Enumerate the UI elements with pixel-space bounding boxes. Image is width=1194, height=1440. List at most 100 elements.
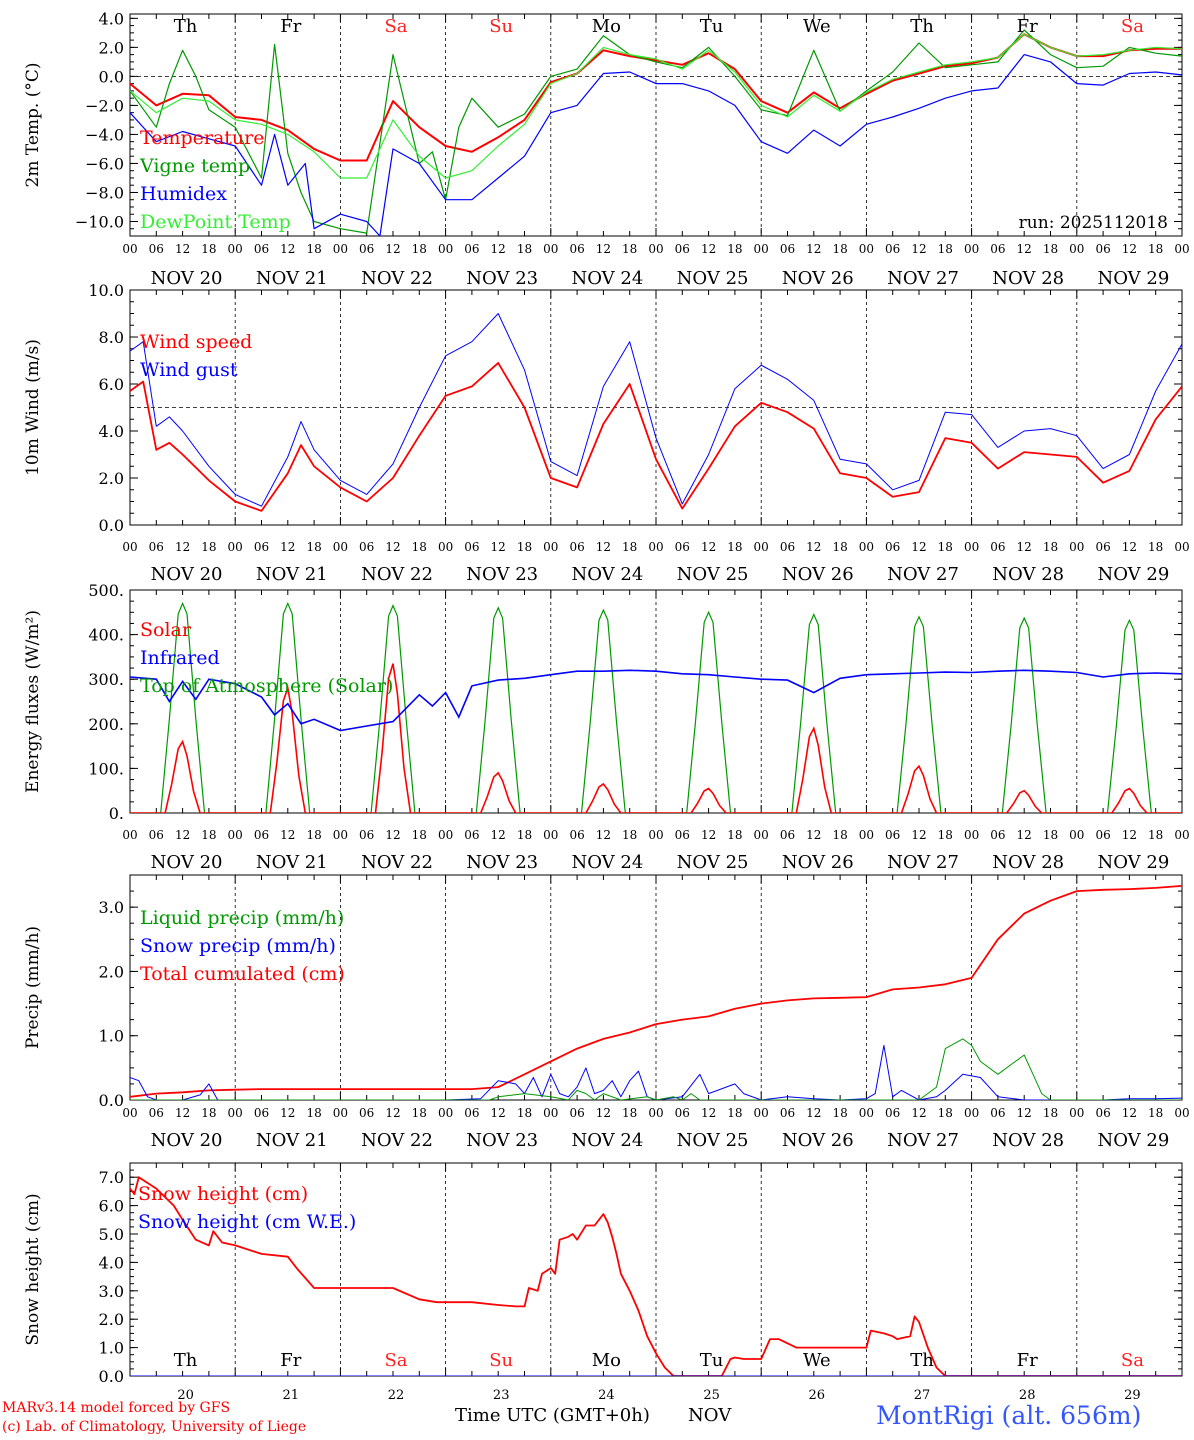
hour-tick-label: 18 [412, 828, 427, 842]
hour-tick-label: 18 [622, 828, 637, 842]
y-tick-label: 2.0 [99, 962, 124, 981]
legend-entry: Solar [140, 619, 192, 641]
date-label: NOV 27 [887, 1130, 959, 1151]
hour-tick-label: 00 [1069, 540, 1084, 554]
series-group [130, 885, 1182, 1100]
station-title: MontRigi (alt. 656m) [876, 1401, 1142, 1430]
hour-tick-label: 00 [859, 540, 874, 554]
hour-tick-label: 18 [938, 828, 953, 842]
day-number-label: 28 [1019, 1388, 1036, 1403]
y-tick-label: 0.0 [99, 1091, 124, 1110]
day-number-label: 29 [1124, 1388, 1141, 1403]
y-tick-label: 4.0 [99, 9, 124, 28]
hour-tick-label: 18 [622, 1106, 637, 1120]
day-name-label: Th [174, 1350, 198, 1371]
date-label: NOV 26 [782, 268, 854, 289]
y-tick-label: −8.0 [85, 183, 124, 202]
hour-tick-label: 06 [1095, 242, 1110, 256]
y-axis-title: Precip (mm/h) [23, 926, 43, 1049]
hour-tick-label: 18 [938, 242, 953, 256]
legend-entry: Top of Atmosphere (Solar) [140, 675, 393, 697]
day-name-label: Th [910, 1350, 934, 1371]
hour-tick-label: 18 [1043, 1106, 1058, 1120]
hour-tick-label: 00 [438, 828, 453, 842]
hour-tick-label: 06 [359, 1106, 374, 1120]
y-tick-label: 0.0 [99, 67, 124, 86]
hour-tick-label: 12 [491, 242, 506, 256]
hour-tick-label: 06 [254, 1106, 269, 1120]
hour-tick-label: 12 [385, 540, 400, 554]
hour-tick-label: 00 [964, 828, 979, 842]
y-tick-label: 10.0 [88, 281, 124, 300]
legend-entry: DewPoint Temp [140, 211, 291, 233]
legend-entry: Snow precip (mm/h) [140, 935, 336, 957]
hour-tick-label: 12 [491, 828, 506, 842]
hour-tick-label: 06 [990, 828, 1005, 842]
day-name-label: Tu [700, 1350, 724, 1371]
day-number-label: 26 [809, 1388, 826, 1403]
x-axis-label: Time UTC (GMT+0h) [455, 1405, 650, 1426]
hour-tick-label: 00 [964, 242, 979, 256]
y-tick-label: −4.0 [85, 125, 124, 144]
hour-tick-label: 00 [859, 828, 874, 842]
day-name-label: Fr [1017, 16, 1038, 37]
y-tick-label: 200. [88, 715, 124, 734]
legend-entry: Wind gust [140, 359, 238, 381]
hour-tick-label: 06 [149, 242, 164, 256]
hour-tick-label: 06 [464, 828, 479, 842]
y-axis-title: Energy fluxes (W/m²) [23, 610, 43, 793]
day-name-label: We [803, 1350, 831, 1371]
series-wind-gust [130, 313, 1182, 507]
hour-tick-label: 00 [228, 540, 243, 554]
hour-tick-label: 18 [1148, 1106, 1163, 1120]
hour-tick-label: 12 [701, 242, 716, 256]
date-label: NOV 23 [466, 1130, 538, 1151]
day-name-label: Sa [384, 1350, 407, 1371]
hour-tick-label: 06 [149, 540, 164, 554]
hour-tick-label: 00 [228, 828, 243, 842]
hour-tick-label: 18 [832, 828, 847, 842]
model-credit-line1: MARv3.14 model forced by GFS [2, 1400, 231, 1416]
series-total-cumulated-cm- [130, 885, 1182, 1098]
hour-tick-label: 12 [175, 1106, 190, 1120]
series-wind-speed [130, 362, 1182, 512]
y-tick-label: 0.0 [99, 1367, 124, 1386]
hour-tick-label: 12 [280, 1106, 295, 1120]
hour-tick-label: 00 [543, 242, 558, 256]
y-tick-label: −6.0 [85, 154, 124, 173]
hour-tick-label: 06 [1095, 540, 1110, 554]
hour-tick-label: 06 [780, 828, 795, 842]
date-label: NOV 28 [992, 852, 1064, 873]
hour-tick-label: 12 [806, 540, 821, 554]
y-tick-label: −2.0 [85, 96, 124, 115]
hour-tick-label: 00 [859, 242, 874, 256]
y-tick-label: 1.0 [99, 1339, 124, 1358]
hour-tick-label: 18 [201, 540, 216, 554]
day-number-label: 24 [598, 1388, 615, 1403]
day-number-label: 21 [283, 1388, 300, 1403]
date-label: NOV 28 [992, 1130, 1064, 1151]
date-label: NOV 22 [361, 852, 433, 873]
legend-entry: Snow height (cm) [138, 1183, 308, 1205]
hour-tick-label: 18 [622, 242, 637, 256]
hour-tick-label: 06 [254, 242, 269, 256]
hour-tick-label: 18 [938, 540, 953, 554]
hour-tick-label: 12 [280, 540, 295, 554]
hour-tick-label: 18 [832, 540, 847, 554]
month-label: NOV [688, 1405, 732, 1426]
legend-entry: Infrared [140, 647, 220, 669]
y-tick-label: 5.0 [99, 1225, 124, 1244]
series-humidex [130, 54, 1182, 236]
date-label: NOV 23 [466, 564, 538, 585]
hour-tick-label: 12 [385, 828, 400, 842]
hour-tick-label: 00 [543, 828, 558, 842]
hour-tick-label: 12 [596, 242, 611, 256]
hour-tick-label: 06 [149, 1106, 164, 1120]
date-label: NOV 27 [887, 852, 959, 873]
y-axis-title: 10m Wind (m/s) [23, 339, 43, 476]
hour-tick-label: 12 [911, 828, 926, 842]
day-name-label: Sa [384, 16, 407, 37]
hour-tick-label: 06 [990, 1106, 1005, 1120]
legend-entry: Temperature [140, 127, 264, 149]
